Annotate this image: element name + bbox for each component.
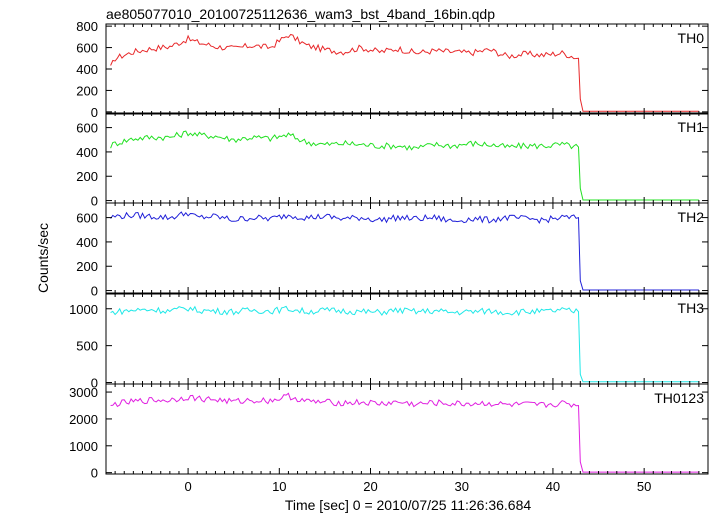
y-tick-label: 0 [91,105,98,120]
series-label-th3: TH3 [678,300,705,316]
y-tick-label: 1000 [69,302,98,317]
y-tick-label: 600 [76,121,98,136]
y-tick-label: 200 [76,259,98,274]
y-axis-label: Counts/sec [35,223,51,293]
y-tick-label: 3000 [69,385,98,400]
y-tick-label: 400 [76,145,98,160]
y-tick-label: 0 [91,466,98,481]
panel-frame [105,23,709,115]
y-tick-label: 0 [91,194,98,209]
y-tick-label: 0 [91,284,98,299]
y-tick-label: 400 [76,62,98,77]
x-tick-label: 20 [363,479,377,494]
y-tick-label: 0 [91,376,98,391]
x-tick-label: 50 [637,479,651,494]
panel-frame [105,383,709,475]
x-tick-label: 30 [454,479,468,494]
panel-frame [105,293,709,385]
y-tick-label: 200 [76,83,98,98]
series-label-th1: TH1 [678,119,705,135]
series-label-th0123: TH0123 [654,390,704,406]
x-tick-label: 10 [272,479,286,494]
panel-th0: 0 200 400 600 800 TH0 [76,19,709,120]
panel-th2: 0 200 400 600 TH2 [76,202,709,299]
panel-th1: 0 200 400 600 TH1 [76,112,709,209]
y-tick-label: 2000 [69,412,98,427]
panel-th0123: 0 1000 2000 3000 TH0123 [69,383,709,481]
y-tick-label: 500 [76,339,98,354]
x-tick-label: 0 [184,479,191,494]
series-line-th2 [110,211,699,291]
series-label-th2: TH2 [678,209,705,225]
panel-th3: 0 500 1000 TH3 [69,293,709,391]
series-label-th0: TH0 [678,30,705,46]
series-line-th1 [110,130,699,201]
x-axis-label: Time [sec] 0 = 2010/07/25 11:26:36.684 [285,497,532,513]
series-line-th0123 [110,392,699,473]
chart-title: ae805077010_20100725112636_wam3_bst_4ban… [106,6,495,22]
panel-frame [105,112,709,204]
y-tick-label: 800 [76,19,98,34]
y-tick-label: 600 [76,211,98,226]
y-tick-label: 1000 [69,439,98,454]
y-tick-label: 200 [76,169,98,184]
y-tick-label: 600 [76,41,98,56]
y-tick-label: 400 [76,235,98,250]
series-line-th0 [110,33,699,112]
x-tick-label: 40 [546,479,560,494]
panel-frame [105,202,709,294]
series-line-th3 [110,305,699,383]
